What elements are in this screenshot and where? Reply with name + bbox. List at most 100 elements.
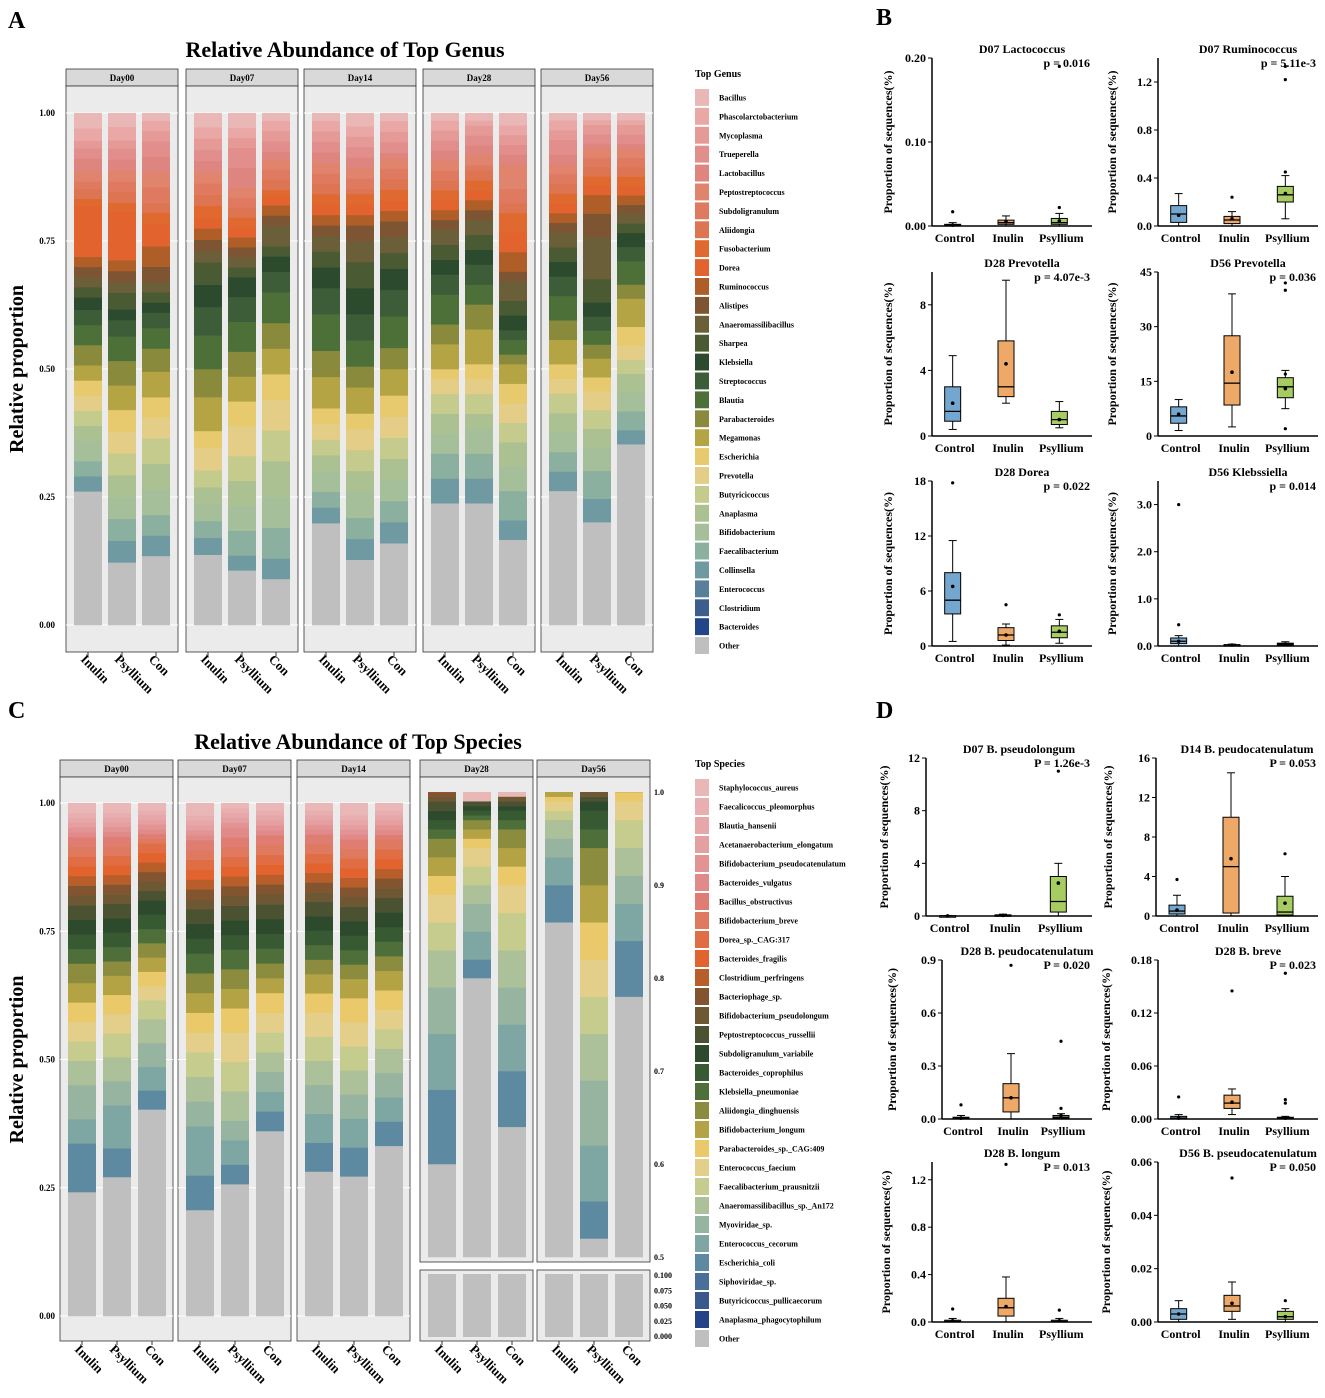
bar-segment [583, 213, 611, 238]
bar-segment [142, 555, 170, 626]
bar-segment [312, 523, 340, 626]
outlier-point [1283, 971, 1287, 975]
species-legend-label: Faecalibacterium_prausnitzii [719, 1183, 820, 1192]
bar-segment [499, 490, 527, 521]
bar-segment [262, 179, 290, 191]
genus-legend-label: Megamonas [719, 434, 760, 443]
bar-segment [465, 249, 493, 265]
bar-segment [262, 461, 290, 498]
bar-segment-lower [463, 1274, 491, 1337]
bar-segment [228, 217, 256, 228]
bar-segment [194, 149, 222, 162]
x-group-label: Control [1161, 1327, 1201, 1341]
bar-segment [194, 430, 222, 449]
genus-legend-label: Prevotella [719, 471, 754, 480]
genus-legend-label: Escherichia [719, 453, 759, 462]
species-legend-label: Other [719, 1335, 740, 1344]
mean-point [1230, 370, 1234, 375]
species-legend-swatch [695, 1045, 709, 1062]
x-group-label: Control [935, 1327, 975, 1341]
x-group-label: Control [943, 1124, 983, 1138]
bar-segment [256, 1052, 284, 1073]
bar-segment [617, 444, 645, 626]
bar-segment [305, 843, 333, 854]
bar-segment [463, 847, 491, 867]
genus-legend-swatch [695, 259, 709, 276]
bar-segment [431, 180, 459, 191]
bar-segment [498, 1126, 526, 1258]
bar-segment [221, 817, 249, 823]
bar-segment [138, 810, 166, 816]
bar-segment [108, 113, 136, 127]
bar-segment [256, 918, 284, 935]
bar-segment [465, 170, 493, 181]
bar-segment [186, 869, 214, 880]
bar-segment [431, 229, 459, 246]
bar-segment [465, 165, 493, 171]
bar-segment [428, 829, 456, 839]
bar-segment [549, 164, 577, 175]
bar-segment [68, 895, 96, 906]
y-tick-label: 0.9 [921, 953, 936, 967]
bar-segment [103, 836, 131, 847]
bar-segment [108, 540, 136, 563]
bar-segment [103, 1148, 131, 1178]
plot-title: D07 B. pseudolongum [963, 742, 1075, 756]
bar-segment [380, 131, 408, 143]
facet-label: Day14 [348, 73, 373, 83]
bar-segment [346, 146, 374, 158]
x-group-label: Control [935, 441, 975, 455]
bar-segment [375, 990, 403, 1010]
bar-segment [615, 819, 643, 849]
y-tick-label: 0 [1144, 909, 1150, 923]
bar-segment [375, 868, 403, 879]
bar-segment [346, 413, 374, 430]
species-legend-label: Bacillus_obstructivus [719, 898, 792, 907]
bar-segment [138, 838, 166, 844]
bar-segment [463, 805, 491, 811]
bar-segment [580, 1201, 608, 1239]
bar-segment [262, 113, 290, 121]
bar-segment [498, 805, 526, 811]
bar-segment [465, 113, 493, 121]
bar-segment [186, 953, 214, 974]
mean-point [1283, 191, 1288, 196]
bar-segment [221, 807, 249, 814]
bar-segment [108, 518, 136, 541]
x-category-label: Con [502, 1342, 529, 1369]
y-tick-label: 6 [920, 584, 926, 598]
bar-segment [262, 348, 290, 375]
bar-segment [549, 295, 577, 321]
genus-legend-swatch [695, 637, 709, 654]
bar-segment [431, 344, 459, 370]
bar-segment [340, 877, 368, 888]
bar-segment [74, 128, 102, 142]
p-value: p = 0.014 [1269, 479, 1316, 493]
bar-segment [194, 194, 222, 207]
bar-segment [74, 440, 102, 462]
bar-segment [463, 903, 491, 932]
bar-segment [68, 837, 96, 848]
bar-segment [465, 264, 493, 285]
genus-legend-swatch [695, 107, 709, 125]
bar-segment [346, 261, 374, 289]
species-legend-swatch [695, 893, 709, 910]
genus-legend-swatch [695, 183, 709, 201]
bar-segment [194, 205, 222, 218]
y-tick-label: 18 [914, 474, 926, 488]
bar-segment [262, 194, 290, 206]
bar-segment [583, 391, 611, 411]
bar-segment [108, 159, 136, 171]
bar-segment [305, 1036, 333, 1062]
bar-segment [380, 369, 408, 396]
species-legend-swatch [695, 1330, 709, 1347]
bar-segment [305, 892, 333, 903]
bar-segment [499, 144, 527, 155]
mean-point [950, 584, 955, 589]
species-legend-label: Parabacteroides_sp._CAG:409 [719, 1145, 824, 1154]
y-tick-label: 12 [908, 751, 920, 765]
bar-segment [221, 886, 249, 897]
bar-segment [380, 252, 408, 270]
